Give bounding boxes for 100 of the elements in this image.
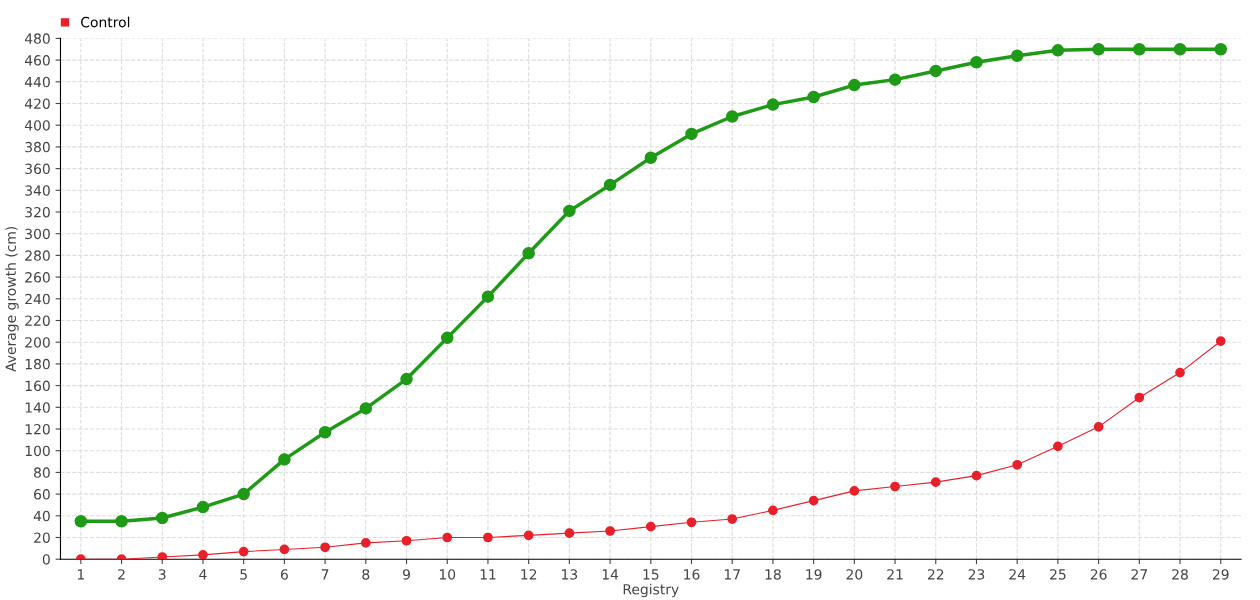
point xyxy=(1092,42,1105,56)
x-tick-label: 21 xyxy=(887,569,903,580)
y-tick-label: 400 xyxy=(24,120,50,131)
x-tick-label: 27 xyxy=(1131,569,1147,580)
y-tick-label: 440 xyxy=(24,76,50,88)
y-tick-label: 180 xyxy=(25,358,50,370)
y-tick-label: 0 xyxy=(42,554,50,565)
y-tick-label: 80 xyxy=(34,467,50,478)
x-tick-label: 24 xyxy=(1009,569,1026,580)
point xyxy=(278,453,291,466)
y-tick-label: 220 xyxy=(25,315,50,326)
y-tick-label: 360 xyxy=(25,163,50,175)
y-tick-label: 460 xyxy=(24,55,50,66)
point xyxy=(1012,459,1023,470)
point xyxy=(320,542,330,553)
point xyxy=(930,477,941,488)
point xyxy=(1010,49,1024,63)
point xyxy=(157,552,168,560)
x-tick-label: 5 xyxy=(240,569,247,580)
point xyxy=(523,530,534,541)
point xyxy=(156,511,169,525)
y-tick-label: 120 xyxy=(25,423,50,435)
x-tick-label: 19 xyxy=(806,569,822,580)
point xyxy=(359,402,373,415)
point xyxy=(483,532,493,543)
point xyxy=(645,521,656,532)
y-tick-label: 140 xyxy=(25,402,50,413)
point xyxy=(808,495,819,506)
point xyxy=(766,98,780,111)
point xyxy=(440,331,454,345)
x-tick-label: 28 xyxy=(1172,569,1188,580)
point xyxy=(279,544,290,555)
point xyxy=(401,535,412,546)
y-tick-label: 200 xyxy=(25,337,50,348)
x-tick-label: 3 xyxy=(158,569,166,580)
point xyxy=(237,487,250,501)
point xyxy=(725,110,739,123)
y-tick-label: 320 xyxy=(25,206,50,218)
point xyxy=(1093,421,1104,432)
x-tick-label: 16 xyxy=(684,569,700,580)
y-tick-label: 420 xyxy=(24,98,50,109)
point xyxy=(849,485,860,496)
x-tick-label: 20 xyxy=(846,569,863,580)
x-tick-label: 8 xyxy=(362,569,370,580)
legend-label: Control xyxy=(81,16,130,28)
point xyxy=(196,500,210,514)
point xyxy=(970,56,983,69)
x-tick-label: 17 xyxy=(724,569,740,580)
point xyxy=(318,426,332,439)
x-tick-label: 13 xyxy=(562,569,578,580)
y-tick-label: 100 xyxy=(25,445,50,457)
x-tick-label: 10 xyxy=(439,569,456,580)
point xyxy=(1215,336,1226,346)
x-tick-label: 18 xyxy=(765,569,781,580)
y-axis-title: Average growth (cm) xyxy=(5,226,19,372)
point xyxy=(400,372,413,386)
y-tick-label: 380 xyxy=(25,141,50,153)
point xyxy=(1051,44,1065,57)
point xyxy=(564,528,575,539)
x-tick-label: 2 xyxy=(118,569,125,580)
point xyxy=(605,526,615,536)
point xyxy=(115,514,128,528)
x-tick-label: 7 xyxy=(321,569,329,580)
y-tick-label: 160 xyxy=(25,380,50,392)
point xyxy=(686,517,697,528)
y-tick-label: 480 xyxy=(24,33,50,44)
y-tick-label: 20 xyxy=(34,532,50,543)
x-tick-label: 1 xyxy=(77,569,84,580)
point xyxy=(522,246,535,260)
x-tick-label: 23 xyxy=(968,569,985,580)
x-tick-label: 15 xyxy=(643,569,659,580)
point xyxy=(890,481,900,492)
point xyxy=(360,538,371,548)
x-axis-title: Registry xyxy=(623,583,679,598)
point xyxy=(685,127,698,141)
x-tick-label: 12 xyxy=(521,569,537,580)
x-tick-label: 26 xyxy=(1090,569,1107,580)
y-tick-label: 240 xyxy=(25,293,50,305)
point xyxy=(727,514,738,524)
y-tick-label: 60 xyxy=(34,489,50,500)
point xyxy=(1175,367,1185,378)
point xyxy=(238,546,249,557)
point xyxy=(644,151,658,165)
point xyxy=(563,204,576,218)
point xyxy=(74,514,88,528)
point xyxy=(1053,441,1063,452)
point xyxy=(1133,42,1146,56)
x-tick-label: 11 xyxy=(480,569,496,580)
y-tick-label: 280 xyxy=(25,250,50,261)
point xyxy=(971,470,982,481)
point xyxy=(1134,392,1145,403)
point xyxy=(807,90,820,104)
point xyxy=(929,64,943,78)
x-tick-label: 6 xyxy=(280,569,288,580)
x-tick-label: 9 xyxy=(402,569,410,580)
point xyxy=(442,532,453,543)
point xyxy=(848,78,861,92)
x-tick-label: 29 xyxy=(1212,569,1229,580)
point xyxy=(888,73,902,86)
x-tick-label: 14 xyxy=(602,569,619,580)
